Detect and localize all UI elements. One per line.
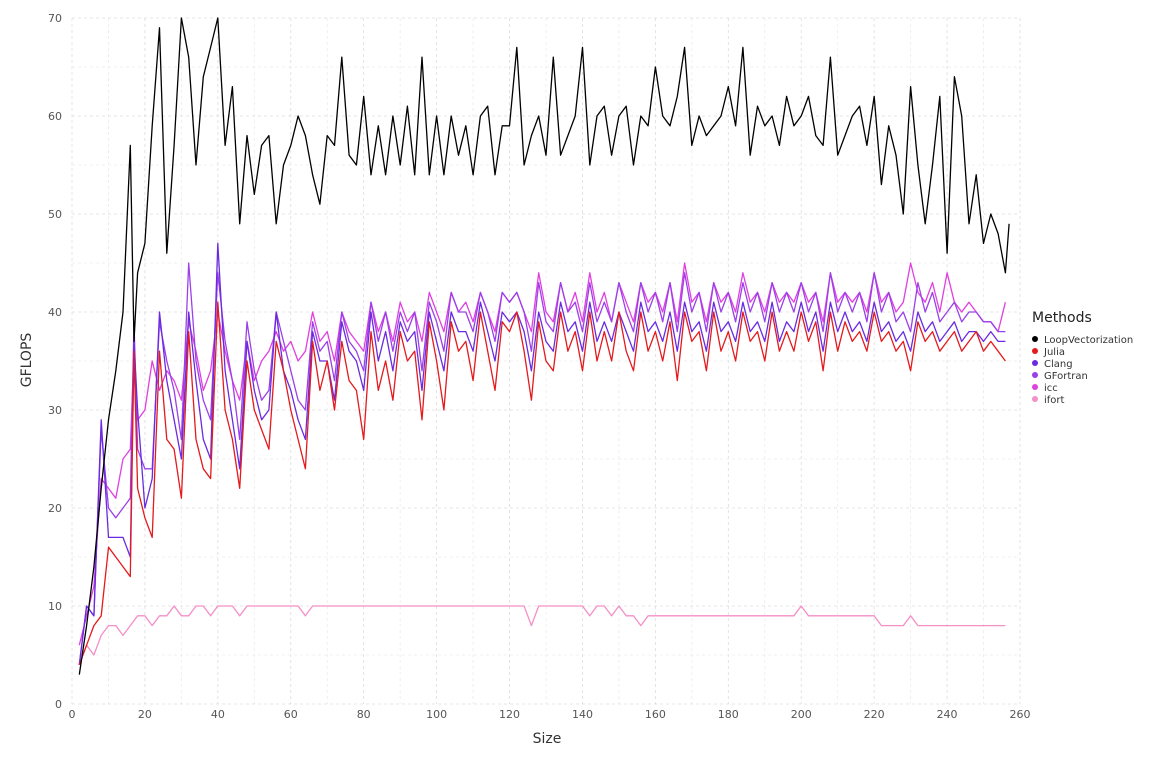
- legend-swatch: [1032, 396, 1038, 402]
- y-tick-label: 60: [48, 110, 62, 123]
- x-axis-title: Size: [533, 731, 562, 747]
- x-tick-label: 220: [864, 708, 885, 721]
- x-tick-label: 160: [645, 708, 666, 721]
- legend-label: LoopVectorization: [1044, 335, 1133, 346]
- series-line-julia: [78, 301, 1006, 666]
- x-tick-label: 60: [284, 708, 298, 721]
- series-line-loopvectorization: [78, 17, 1010, 675]
- legend-label: ifort: [1044, 395, 1065, 406]
- x-tick-label: 0: [69, 708, 76, 721]
- y-tick-label: 0: [55, 698, 62, 711]
- x-tick-label: 140: [572, 708, 593, 721]
- y-tick-label: 10: [48, 600, 62, 613]
- tick-labels: 0 20 40 60 80 100 120 140 160 180 200 220 240 260 0 10 2…: [48, 12, 1031, 721]
- series-layer: [78, 17, 1010, 675]
- x-tick-label: 100: [426, 708, 447, 721]
- x-tick-label: 200: [791, 708, 812, 721]
- y-axis-title: GFLOPS: [19, 333, 35, 388]
- series-line-clang: [78, 242, 1006, 665]
- legend-label: GFortran: [1044, 371, 1088, 382]
- y-tick-label: 30: [48, 404, 62, 417]
- x-tick-label: 180: [718, 708, 739, 721]
- legend-label: icc: [1044, 383, 1058, 394]
- x-tick-label: 80: [357, 708, 371, 721]
- series-line-icc: [78, 262, 1007, 646]
- legend-swatch: [1032, 348, 1038, 354]
- legend-swatch: [1032, 360, 1038, 366]
- y-tick-label: 40: [48, 306, 62, 319]
- y-tick-label: 20: [48, 502, 62, 515]
- x-tick-label: 40: [211, 708, 225, 721]
- series-line-gfortran: [78, 262, 1006, 665]
- series-line-ifort: [78, 605, 1006, 666]
- y-tick-label: 50: [48, 208, 62, 221]
- legend-swatch: [1032, 372, 1038, 378]
- x-tick-label: 240: [937, 708, 958, 721]
- legend-items: LoopVectorizationJuliaClangGFortraniccif…: [1032, 335, 1133, 406]
- legend-label: Clang: [1044, 359, 1073, 370]
- x-tick-label: 120: [499, 708, 520, 721]
- legend: Methods LoopVectorizationJuliaClangGFort…: [1032, 310, 1133, 406]
- legend-swatch: [1032, 336, 1038, 342]
- legend-title: Methods: [1032, 310, 1092, 326]
- y-tick-label: 70: [48, 12, 62, 25]
- x-tick-label: 20: [138, 708, 152, 721]
- x-tick-label: 260: [1010, 708, 1031, 721]
- legend-label: Julia: [1043, 347, 1065, 358]
- legend-swatch: [1032, 384, 1038, 390]
- grid: [71, 17, 1021, 705]
